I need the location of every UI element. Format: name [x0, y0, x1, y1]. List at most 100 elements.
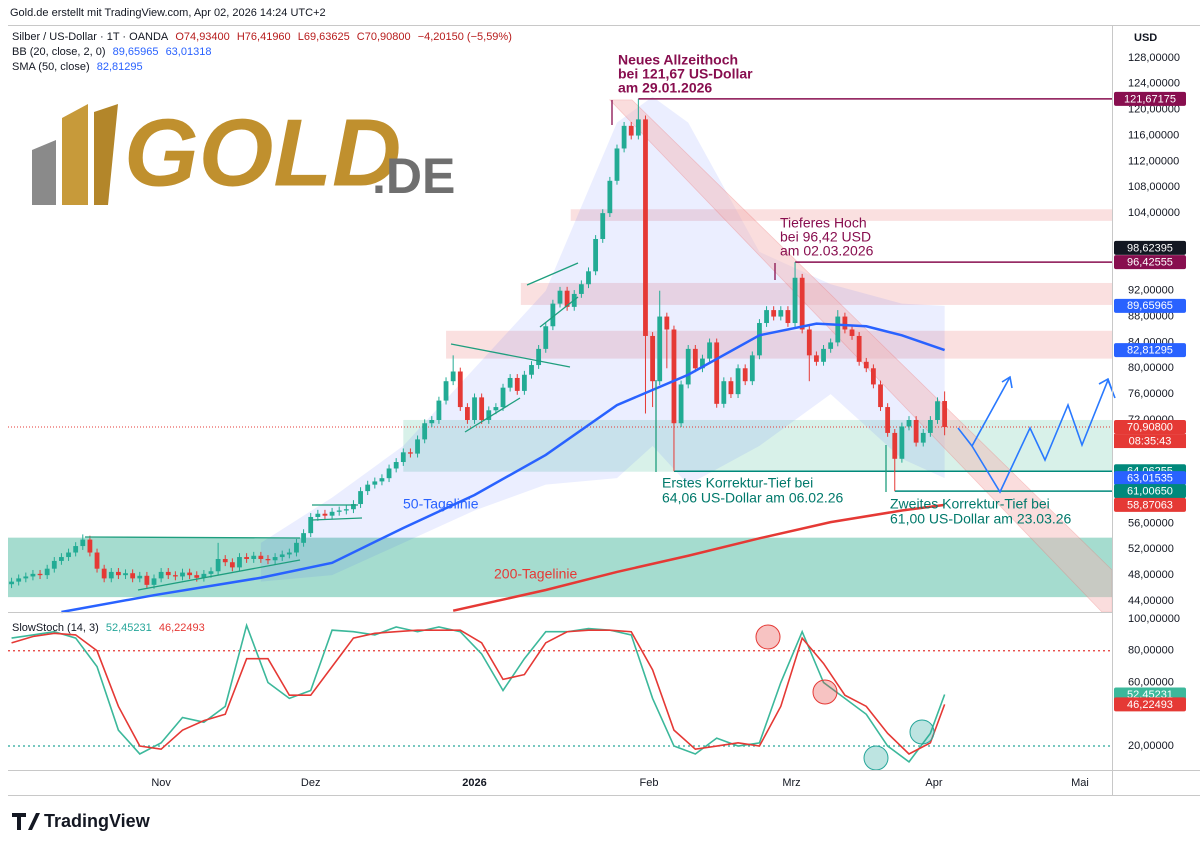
price-label: 98,62395 [1127, 242, 1173, 254]
candle-body [386, 468, 392, 479]
price-label: 70,90800 [1127, 421, 1173, 433]
candle-body [835, 316, 841, 343]
candle-body [735, 368, 741, 395]
candle-body [87, 539, 93, 553]
price-countdown: 08:35:43 [1129, 435, 1172, 447]
x-tick-label: Mrz [782, 777, 800, 789]
y-tick-label: 56,00000 [1128, 517, 1174, 529]
annotation: Neues Allzeithoch [618, 52, 738, 68]
candle-body [685, 348, 691, 385]
candle-body [436, 400, 442, 420]
candle-body [294, 542, 299, 553]
axis-label: USD [1134, 32, 1157, 44]
candle-body [927, 419, 933, 433]
logo: GOLD .DE [32, 99, 455, 206]
candle-body [635, 119, 641, 136]
candle-body [393, 462, 399, 469]
price-label: 89,65965 [1127, 300, 1173, 312]
stoch-line [11, 622, 946, 764]
candle-body [806, 329, 812, 356]
candle-body [237, 557, 242, 568]
y-tick-label: 128,00000 [1128, 52, 1180, 64]
x-tick-label: Feb [640, 777, 659, 789]
candle-body [828, 342, 834, 349]
candle-body [550, 303, 556, 327]
candle-body [657, 316, 663, 382]
moving-average [452, 503, 945, 612]
candle-body [59, 557, 64, 561]
zone [520, 282, 1112, 305]
legend: SlowStoch (14, 3) 52,45231 46,22493 [12, 622, 209, 634]
candle-body [73, 546, 79, 553]
price-label-box [1114, 298, 1186, 313]
moving-average [61, 322, 946, 614]
candle-body [472, 397, 477, 420]
price-label-box [1114, 240, 1186, 255]
candle-body [415, 439, 420, 454]
y-tick-label: 92,00000 [1128, 285, 1174, 297]
stoch-line [11, 629, 946, 755]
candle-body [101, 568, 107, 579]
y-tick-label: 120,00000 [1128, 104, 1180, 116]
legend: Silber / US-Dollar · 1T · OANDA O74,9340… [12, 31, 516, 43]
candle-body [379, 478, 385, 482]
price-label-box [1114, 697, 1186, 712]
candle-body [792, 277, 798, 324]
candle-body [30, 573, 36, 577]
y-tick-label: 104,00000 [1128, 207, 1180, 219]
logo-suffix: .DE [372, 148, 455, 204]
candle-body [351, 504, 356, 510]
candle-body [16, 578, 22, 582]
legend-value: 82,81295 [96, 61, 143, 73]
candle-body [935, 401, 940, 420]
price-label-box [1114, 255, 1186, 270]
candle-body [272, 557, 278, 561]
candle-body [771, 310, 777, 317]
candle-body [721, 381, 727, 404]
candle-body [764, 310, 769, 324]
annotation: Tieferes Hoch [780, 215, 867, 231]
annotation: Zweites Korrektur-Tief bei [890, 496, 1050, 512]
candle-body [286, 552, 292, 555]
candle-body [536, 348, 542, 366]
x-tick-label: Dez [301, 777, 321, 789]
candle-body [870, 368, 876, 385]
price-label-box [1114, 420, 1186, 435]
legend: SMA (50, close) 82,81295 [12, 61, 147, 73]
plot-background [8, 96, 1112, 598]
candle-body [692, 348, 698, 369]
candle-body [643, 119, 648, 336]
candle-body [194, 575, 200, 578]
legend-ohlc: L69,63625 [297, 31, 350, 43]
candle-body [130, 573, 136, 579]
candle-body [906, 419, 912, 427]
price-label: 121,67175 [1124, 93, 1176, 105]
legend-value: 52,45231 [105, 622, 152, 634]
candle-body [308, 516, 314, 534]
y-tick-label: 108,00000 [1128, 181, 1180, 193]
x-tick-label: Mai [1071, 777, 1089, 789]
candle-body [671, 329, 677, 424]
y-tick-label: 112,00000 [1128, 155, 1179, 167]
candle-body [849, 329, 855, 336]
candle-body [728, 381, 734, 395]
candle-body [493, 407, 499, 411]
candle-body [757, 323, 762, 356]
logo-bar [62, 104, 88, 205]
candle-body [37, 573, 43, 576]
candle-body [557, 290, 563, 304]
candle-body [650, 335, 655, 382]
candle-body [9, 581, 14, 585]
candle-body [785, 310, 791, 324]
y-tick-label: 60,00000 [1128, 676, 1174, 688]
candle-body [892, 432, 898, 459]
candle-body [329, 511, 335, 516]
candle-body [229, 562, 235, 568]
candle-body [885, 407, 891, 433]
y-tick-label: 52,00000 [1128, 543, 1174, 555]
candle-body [543, 326, 549, 349]
candle-body [408, 452, 413, 454]
candle-body [201, 573, 207, 578]
candle-body [714, 342, 720, 404]
